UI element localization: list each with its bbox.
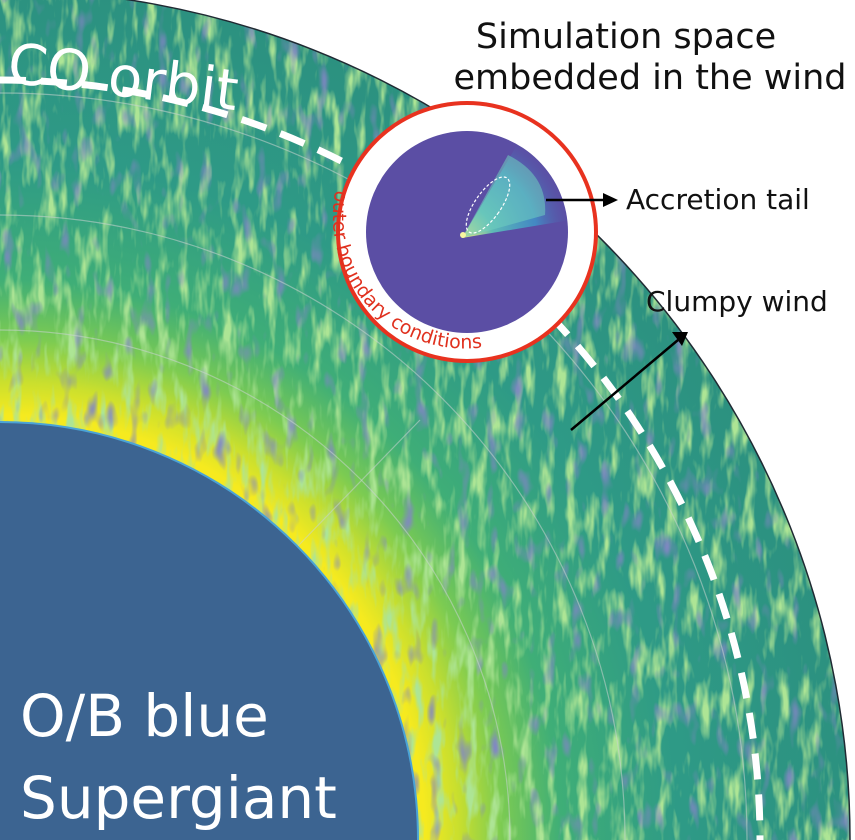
accretion-tail-arrow xyxy=(546,193,618,207)
star-label-line1: O/B blue xyxy=(20,682,269,750)
clumpy-wind-label: Clumpy wind xyxy=(646,285,828,318)
clumpy-wind-arrow xyxy=(570,332,688,431)
simulation-title-line2: embedded in the wind xyxy=(453,58,846,98)
supergiant-star xyxy=(0,422,418,840)
star-label-line2: Supergiant xyxy=(20,764,337,832)
simulation-title-line1: Simulation space xyxy=(476,17,776,57)
simulation-space: outer boundary conditions xyxy=(328,101,598,363)
accretion-tail-label: Accretion tail xyxy=(626,183,810,216)
